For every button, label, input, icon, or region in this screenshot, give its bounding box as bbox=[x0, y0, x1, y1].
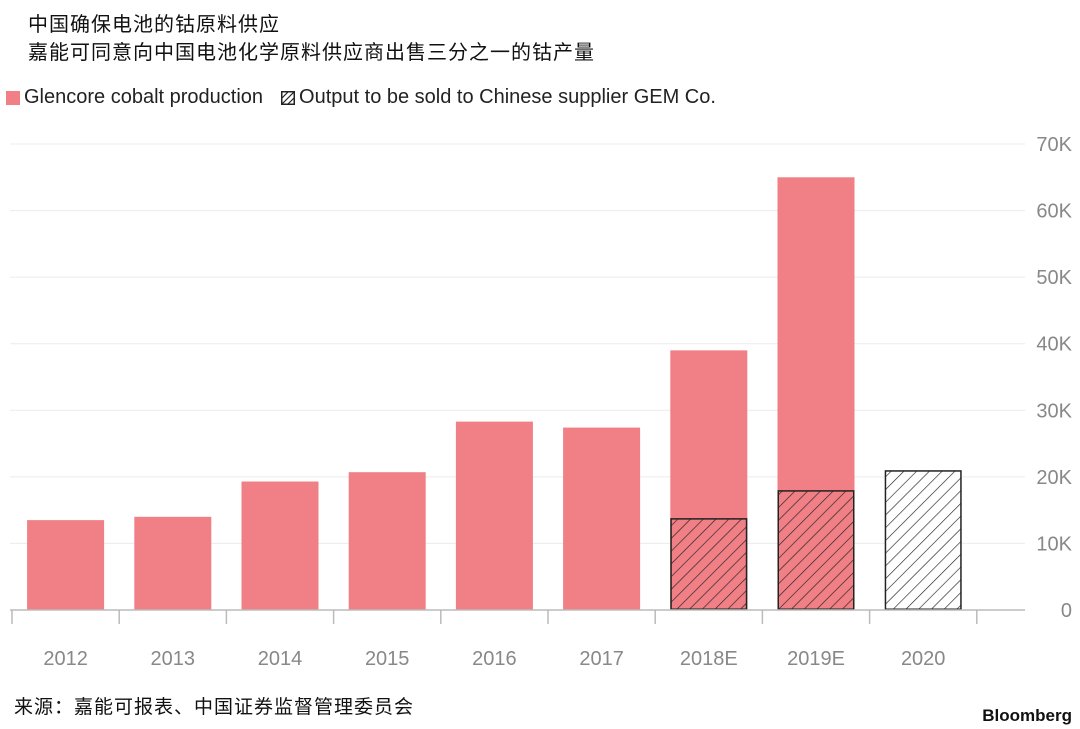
bar-production bbox=[241, 481, 319, 610]
bar-output bbox=[777, 490, 855, 610]
title-line-1: 中国确保电池的钴原料供应 bbox=[28, 12, 280, 36]
bar-production bbox=[134, 516, 212, 610]
bar-output bbox=[670, 518, 748, 610]
y-tick-label: 60K bbox=[1036, 201, 1072, 223]
x-axis bbox=[10, 609, 1025, 624]
y-tick-label: 40K bbox=[1036, 334, 1072, 356]
bar-output bbox=[884, 470, 962, 611]
x-tick-label: 2015 bbox=[365, 648, 410, 670]
bar-production bbox=[27, 520, 105, 610]
x-tick-label: 2017 bbox=[579, 648, 624, 670]
y-tick-label: 30K bbox=[1036, 400, 1072, 422]
bar-production bbox=[563, 427, 641, 610]
y-tick-label: 20K bbox=[1036, 467, 1072, 489]
bar-production bbox=[348, 472, 426, 610]
bars bbox=[27, 177, 962, 611]
bar-production bbox=[455, 421, 533, 610]
y-tick-label: 50K bbox=[1036, 267, 1072, 289]
brand-logo: Bloomberg bbox=[982, 706, 1072, 725]
x-tick-label: 2020 bbox=[901, 648, 946, 670]
tick-labels: 0 10K 20K 30K 40K 50K 60K 70K 2012 2013 2014 2015 20… bbox=[43, 134, 1072, 670]
legend-label-production: Glencore cobalt production bbox=[24, 86, 264, 108]
y-tick-label: 0 bbox=[1061, 600, 1072, 622]
y-tick-label: 70K bbox=[1036, 134, 1072, 156]
legend-item-output: Output to be sold to Chinese supplier GE… bbox=[281, 86, 716, 109]
legend: Glencore cobalt production Output to be … bbox=[6, 86, 734, 109]
title-line-2: 嘉能可同意向中国电池化学原料供应商出售三分之一的钴产量 bbox=[28, 40, 595, 64]
source-note: 来源：嘉能可报表、中国证券监督管理委员会 bbox=[14, 696, 415, 718]
x-tick-label: 2016 bbox=[472, 648, 517, 670]
chart-title: 中国确保电池的钴原料供应 嘉能可同意向中国电池化学原料供应商出售三分之一的钴产量 bbox=[28, 10, 595, 66]
x-tick-label: 2012 bbox=[43, 648, 88, 670]
x-tick-label: 2014 bbox=[258, 648, 303, 670]
legend-swatch-production bbox=[6, 90, 20, 105]
legend-swatch-output bbox=[281, 90, 296, 105]
legend-item-production: Glencore cobalt production bbox=[6, 86, 263, 109]
x-tick-label: 2013 bbox=[151, 648, 196, 670]
y-tick-label: 10K bbox=[1036, 533, 1072, 555]
x-tick-label: 2018E bbox=[680, 648, 738, 670]
legend-label-output: Output to be sold to Chinese supplier GE… bbox=[299, 86, 716, 108]
x-tick-label: 2019E bbox=[787, 648, 845, 670]
